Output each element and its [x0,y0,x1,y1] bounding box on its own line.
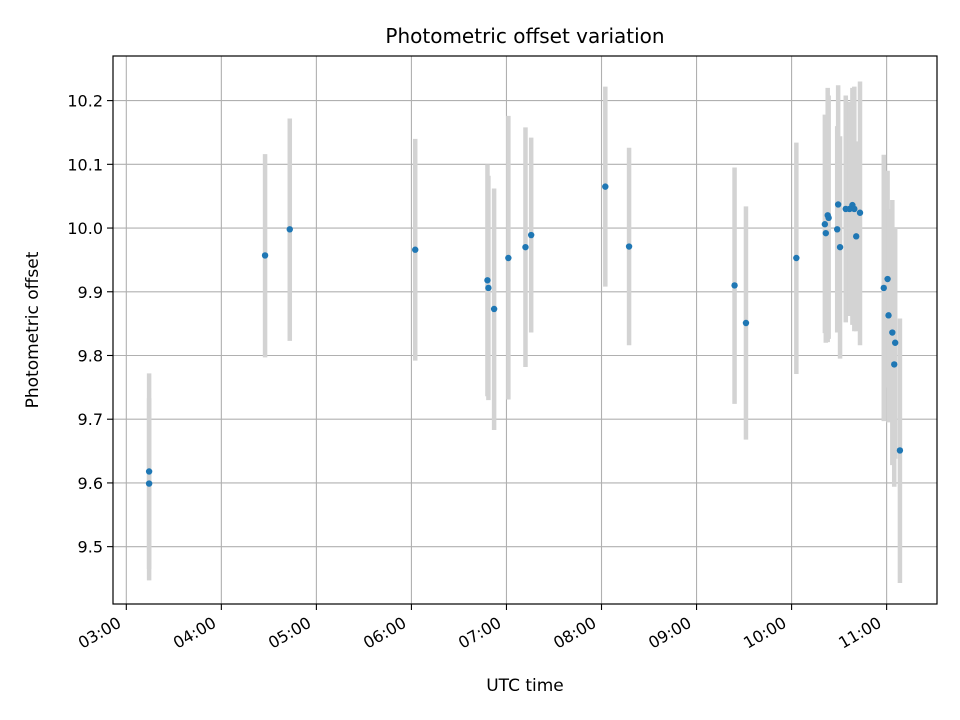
y-tick-label: 9.5 [78,538,103,557]
data-point [834,226,841,233]
y-tick-label: 10.1 [67,155,103,174]
data-point [505,254,512,262]
data-point [891,361,898,368]
data-point [731,282,738,289]
data-point [884,275,891,283]
data-point [825,214,832,222]
data-point [896,447,904,454]
data-point [821,221,829,228]
data-point [625,243,633,250]
plot-frame [112,55,938,605]
data-point [851,205,858,213]
y-tick-label: 10.2 [67,92,103,111]
data-point [885,312,892,319]
data-point [853,233,860,240]
data-point [522,243,529,251]
data-point [834,201,842,208]
data-point [484,277,491,284]
data-point [822,229,830,237]
data-point [891,339,899,346]
data-point [412,246,419,253]
data-point [145,480,153,487]
data-point [485,284,492,292]
y-tick-label: 9.9 [78,283,103,302]
x-axis-label: UTC time [486,676,564,696]
data-point [880,284,887,292]
y-tick-label: 9.7 [78,410,103,429]
y-axis-label: Photometric offset [23,251,43,408]
data-point [145,468,153,475]
data-points [145,183,904,487]
y-tick-label: 9.8 [78,346,103,365]
data-point [793,254,800,262]
data-point [602,183,609,190]
y-axis-ticks: 9.5 9.6 9.7 9.8 9.9 10.0 10.1 10.2 [67,92,113,557]
data-point [261,252,269,259]
data-point [889,329,896,336]
chart-title: Photometric offset variation [385,24,664,48]
data-point [742,319,750,327]
y-tick-label: 10.0 [67,219,103,238]
data-point [286,226,293,233]
data-point [856,209,864,216]
data-point [527,231,535,239]
data-point [490,305,498,313]
data-point [836,243,844,251]
y-tick-label: 9.6 [78,474,103,493]
